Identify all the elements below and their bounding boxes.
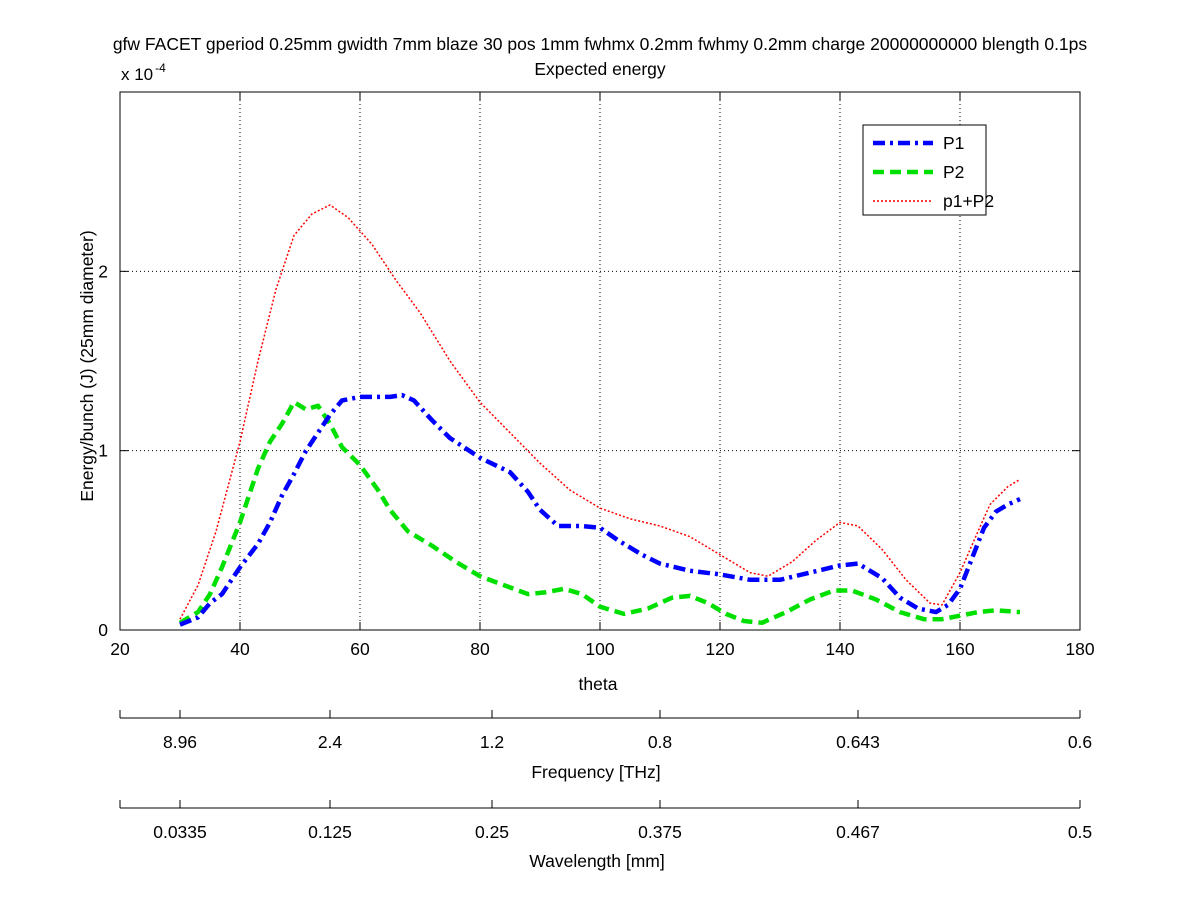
x-axis-label: theta — [579, 674, 618, 694]
y-axis-label: Energy/bunch (J) (25mm diameter) — [77, 230, 97, 501]
series-line-1 — [179, 392, 1021, 627]
y-tick-label: 2 — [98, 261, 108, 281]
x-tick-label: 20 — [110, 639, 130, 659]
x-tick-label: 120 — [705, 639, 734, 659]
secondary-tick-label: 0.6 — [1068, 732, 1092, 752]
frequency-axis-label: Frequency [THz] — [531, 762, 660, 782]
legend-label-3: p1+P2 — [943, 191, 994, 211]
secondary-tick-label: 0.0335 — [153, 822, 207, 842]
secondary-tick-label: 2.4 — [318, 732, 343, 752]
secondary-tick-label: 0.25 — [475, 822, 509, 842]
series-layer — [178, 204, 1021, 627]
y-tick-label: 1 — [98, 441, 108, 461]
x-tick-label: 80 — [470, 639, 490, 659]
legend-label-1: P1 — [943, 133, 964, 153]
grid — [120, 92, 1080, 630]
secondary-tick-label: 0.643 — [836, 732, 880, 752]
axes: 20 40 60 80 100 120 140 160 180 0 1 2 — [98, 92, 1095, 659]
x-tick-label: 180 — [1065, 639, 1094, 659]
x-tick-label: 60 — [350, 639, 370, 659]
secondary-axes: 8.96 2.4 1.2 0.8 0.643 0.6 0.0335 0.125 0.25 0.37… — [119, 710, 1092, 842]
secondary-tick-label: 0.125 — [308, 822, 352, 842]
x-tick-label: 140 — [825, 639, 854, 659]
y-tick-label: 0 — [98, 620, 108, 640]
y-exponent-label: x 10 -4 — [121, 61, 166, 84]
wavelength-axis-label: Wavelength [mm] — [529, 851, 665, 871]
secondary-tick-label: 0.375 — [638, 822, 682, 842]
legend-label-2: P2 — [943, 162, 964, 182]
x-tick-label: 100 — [585, 639, 614, 659]
chart-subtitle: Expected energy — [534, 59, 666, 79]
y-exponent-power: -4 — [155, 61, 166, 75]
secondary-tick-label: 0.8 — [648, 732, 672, 752]
secondary-tick-label: 0.5 — [1068, 822, 1092, 842]
chart-title: gfw FACET gperiod 0.25mm gwidth 7mm blaz… — [113, 34, 1088, 54]
legend: P1 P2 p1+P2 — [862, 124, 994, 216]
secondary-tick-label: 8.96 — [163, 732, 197, 752]
x-tick-label: 160 — [945, 639, 974, 659]
x-tick-label: 40 — [230, 639, 250, 659]
series-line-2 — [178, 399, 1021, 626]
y-exponent-base: x 10 — [121, 65, 153, 84]
secondary-tick-label: 0.467 — [836, 822, 880, 842]
secondary-tick-label: 1.2 — [480, 732, 504, 752]
